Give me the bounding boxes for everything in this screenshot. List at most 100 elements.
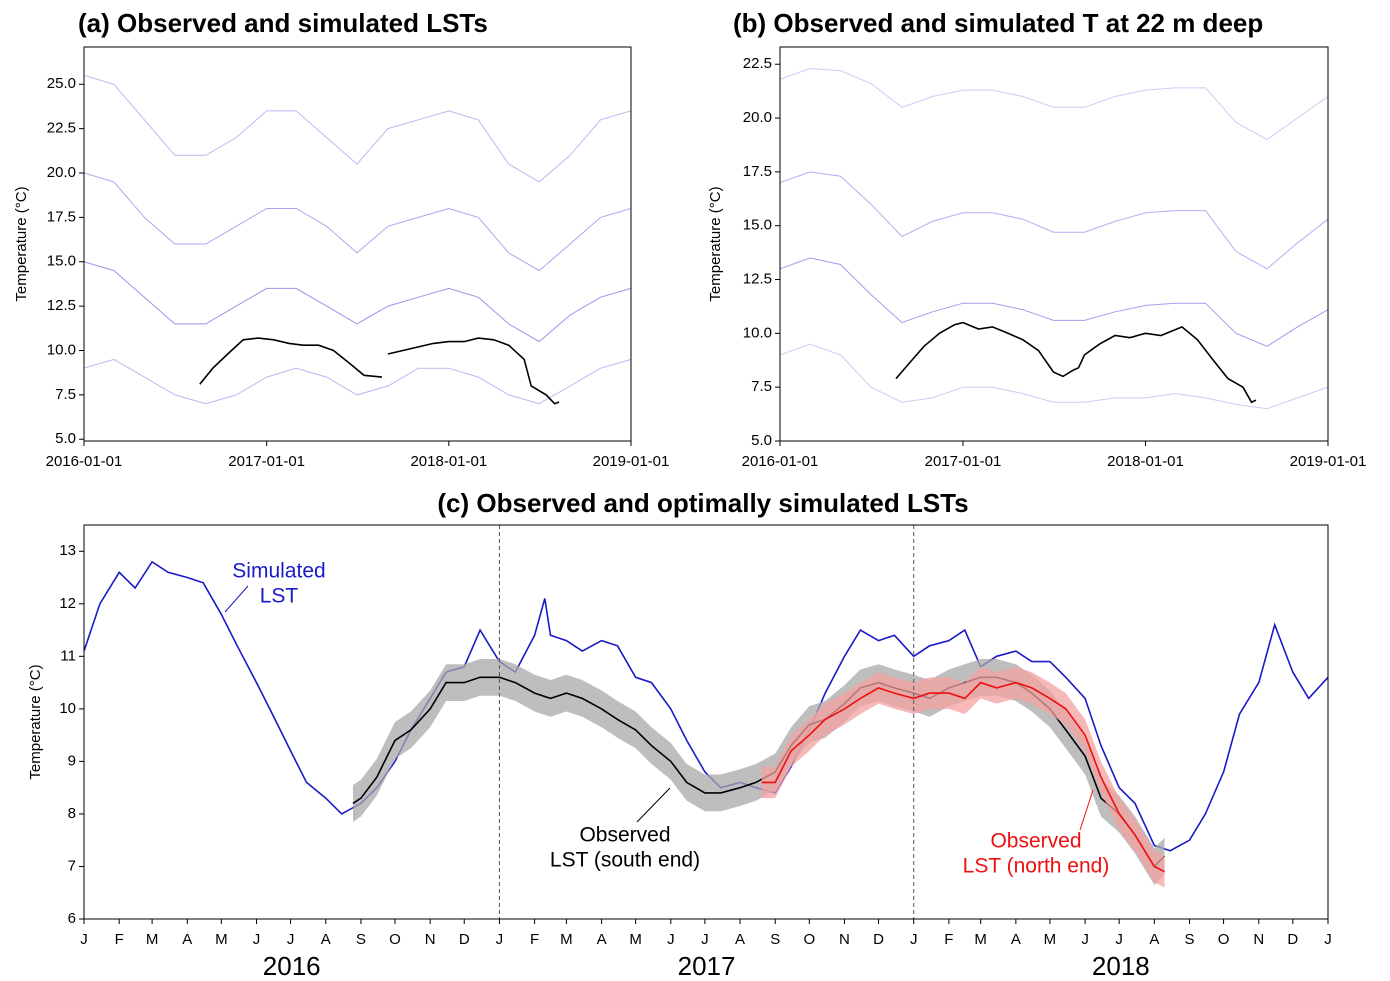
x-tick-label: J [1324, 931, 1332, 948]
annotation-text: LST (north end) [963, 855, 1110, 878]
plot-frame [83, 46, 632, 442]
x-tick-label: F [530, 931, 539, 948]
x-tick-label: D [459, 931, 470, 948]
y-axis-label: Temperature (°C) [707, 186, 724, 301]
x-tick-label: M [1044, 931, 1057, 948]
x-tick-label: A [1149, 931, 1159, 948]
y-axis-label: Temperature (°C) [13, 186, 30, 301]
x-tick-label: 2016-01-01 [46, 453, 123, 470]
ensemble-line [780, 343, 1328, 410]
year-label: 2016 [263, 951, 321, 981]
y-tick-label: 15.0 [743, 217, 772, 234]
x-tick-label: J [287, 931, 295, 948]
x-tick-label: D [873, 931, 884, 948]
x-tick-label: S [770, 931, 780, 948]
plot-frame [779, 46, 1329, 442]
annotation-leader [224, 585, 249, 613]
plot-area [84, 560, 1328, 888]
x-tick-label: A [182, 931, 192, 948]
y-tick-label: 10 [59, 700, 76, 717]
x-tick-label: M [974, 931, 987, 948]
y-tick-label: 10.0 [743, 324, 772, 341]
annotation-text: LST (south end) [550, 849, 700, 872]
y-tick-label: 12 [59, 595, 76, 612]
series-line [84, 560, 1328, 852]
y-axis-label: Temperature (°C) [27, 664, 44, 779]
x-tick-label: N [1253, 931, 1264, 948]
x-tick-label: A [597, 931, 607, 948]
panel: (c) Observed and optimally simulated LST… [27, 488, 1332, 981]
annotation-text: LST [260, 585, 299, 608]
y-tick-label: 17.5 [47, 208, 76, 225]
chart-title: (c) Observed and optimally simulated LST… [437, 488, 968, 518]
y-tick-label: 7 [68, 857, 76, 874]
year-label: 2018 [1092, 951, 1150, 981]
plot-frame [83, 524, 1329, 920]
series-line [895, 321, 1257, 404]
ensemble-line [780, 171, 1328, 270]
panel: (b) Observed and simulated T at 22 m dee… [707, 8, 1366, 470]
uncertainty-band [761, 666, 1165, 888]
x-tick-label: J [667, 931, 675, 948]
x-tick-label: 2016-01-01 [742, 453, 819, 470]
y-tick-label: 8 [68, 805, 76, 822]
y-tick-label: 9 [68, 752, 76, 769]
series-line [199, 337, 560, 405]
uncertainty-band [353, 658, 1165, 885]
x-tick-label: 2019-01-01 [1290, 453, 1367, 470]
x-tick-label: J [1115, 931, 1123, 948]
x-tick-label: O [1218, 931, 1230, 948]
y-tick-label: 22.5 [47, 120, 76, 137]
x-tick-label: A [1011, 931, 1021, 948]
y-tick-label: 12.5 [743, 270, 772, 287]
x-tick-label: O [389, 931, 401, 948]
x-tick-label: N [839, 931, 850, 948]
annotation-text: Observed [990, 830, 1081, 853]
year-label: 2017 [678, 951, 736, 981]
y-tick-label: 20.0 [47, 164, 76, 181]
x-tick-label: 2017-01-01 [925, 453, 1002, 470]
y-tick-label: 5.0 [55, 430, 76, 447]
x-tick-label: J [80, 931, 88, 948]
x-tick-label: N [425, 931, 436, 948]
x-tick-label: A [321, 931, 331, 948]
ensemble-line [780, 257, 1328, 347]
x-tick-label: O [803, 931, 815, 948]
y-tick-label: 5.0 [751, 432, 772, 449]
x-tick-label: J [910, 931, 918, 948]
x-tick-label: F [944, 931, 953, 948]
x-tick-label: 2017-01-01 [228, 453, 305, 470]
x-tick-label: J [496, 931, 504, 948]
y-tick-label: 12.5 [47, 297, 76, 314]
ensemble-line [84, 74, 631, 183]
y-tick-label: 7.5 [55, 386, 76, 403]
x-tick-label: M [146, 931, 159, 948]
plot-area [84, 74, 631, 405]
y-tick-label: 20.0 [743, 109, 772, 126]
y-tick-label: 7.5 [751, 378, 772, 395]
y-tick-label: 13 [59, 542, 76, 559]
chart-title: (b) Observed and simulated T at 22 m dee… [733, 8, 1263, 38]
annotation-leader [1079, 789, 1094, 831]
y-tick-label: 15.0 [47, 253, 76, 270]
x-tick-label: D [1287, 931, 1298, 948]
x-tick-label: J [1081, 931, 1089, 948]
y-tick-label: 17.5 [743, 163, 772, 180]
ensemble-line [84, 172, 631, 272]
x-tick-label: 2018-01-01 [1107, 453, 1184, 470]
annotation-leader [636, 787, 671, 823]
x-tick-label: S [1185, 931, 1195, 948]
x-tick-label: J [701, 931, 709, 948]
x-tick-label: 2018-01-01 [410, 453, 487, 470]
x-tick-label: M [215, 931, 228, 948]
annotation-text: Simulated [232, 560, 325, 583]
series-line [761, 681, 1165, 873]
annotation-text: Observed [579, 824, 670, 847]
x-tick-label: M [560, 931, 573, 948]
x-tick-label: S [356, 931, 366, 948]
x-tick-label: M [629, 931, 642, 948]
y-tick-label: 6 [68, 910, 76, 927]
ensemble-line [84, 261, 631, 343]
ensemble-line [84, 358, 631, 405]
